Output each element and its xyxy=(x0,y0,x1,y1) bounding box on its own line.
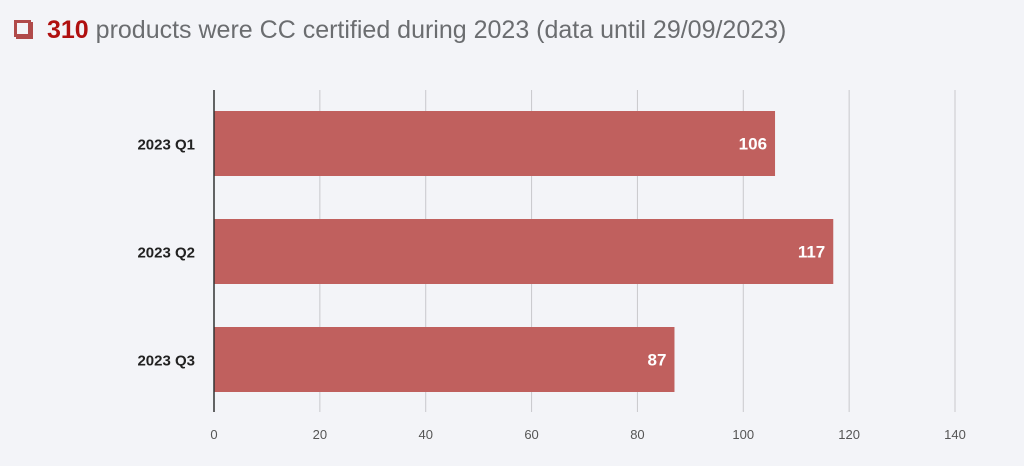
bar xyxy=(214,327,675,392)
title-text: products were CC certified during 2023 (… xyxy=(95,16,787,44)
data-label: 117 xyxy=(798,243,825,262)
x-tick-label: 100 xyxy=(732,427,754,442)
data-label: 106 xyxy=(739,135,767,154)
x-tick-label: 60 xyxy=(524,427,538,442)
data-label: 87 xyxy=(648,351,667,370)
total-count: 310 xyxy=(47,16,89,44)
category-label: 2023 Q3 xyxy=(137,353,195,370)
x-tick-label: 20 xyxy=(313,427,327,442)
checkbox-bullet-icon xyxy=(14,20,31,37)
bar xyxy=(214,219,834,284)
x-tick-label: 120 xyxy=(838,427,860,442)
x-tick-label: 0 xyxy=(210,427,217,442)
chart-title: 310 products were CC certified during 20… xyxy=(14,16,786,45)
x-tick-label: 80 xyxy=(630,427,644,442)
bar xyxy=(214,111,776,176)
x-tick-label: 40 xyxy=(418,427,432,442)
category-label: 2023 Q2 xyxy=(137,245,195,262)
category-label: 2023 Q1 xyxy=(137,137,195,154)
x-tick-label: 140 xyxy=(944,427,966,442)
